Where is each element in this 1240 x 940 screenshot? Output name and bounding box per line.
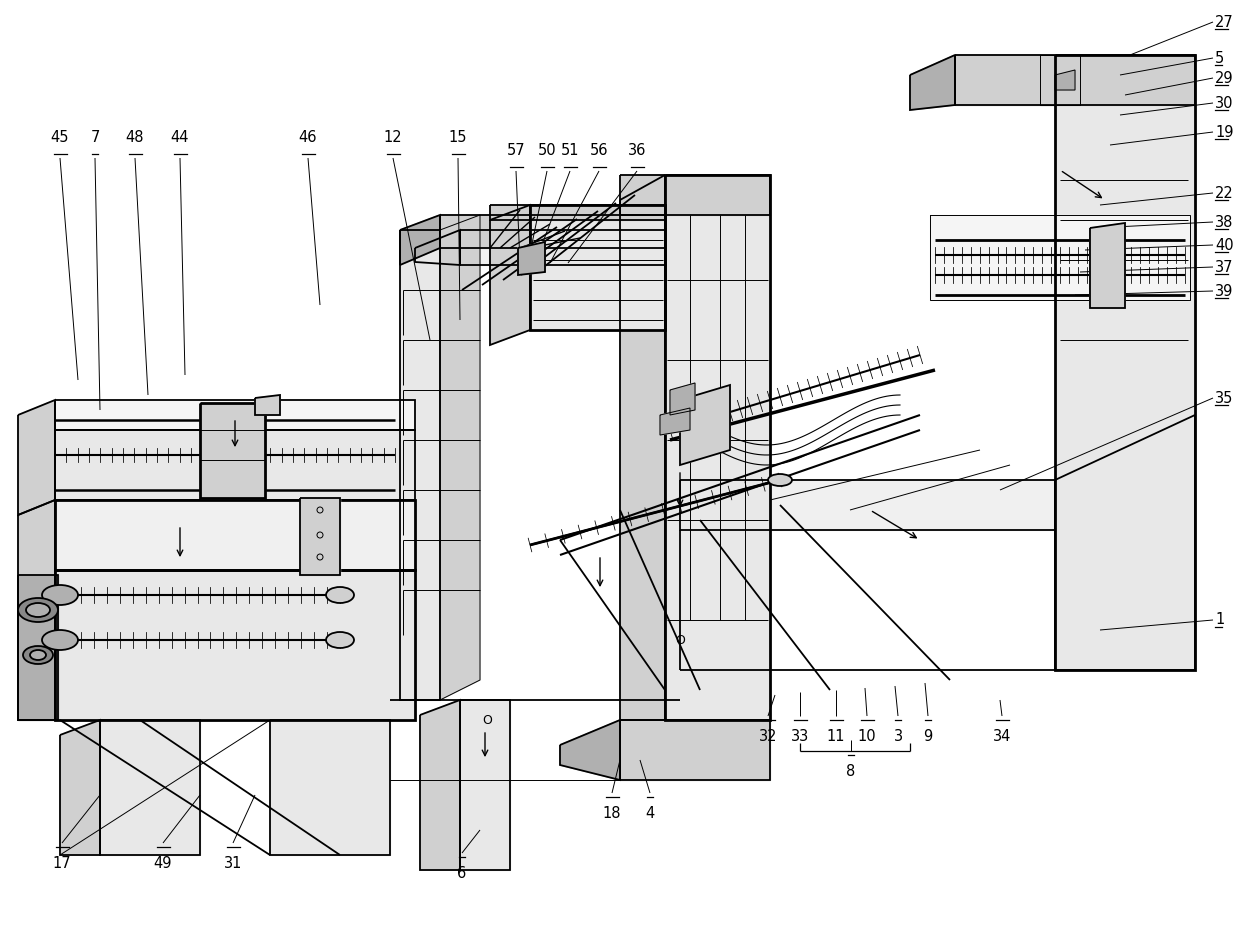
Polygon shape bbox=[1090, 223, 1125, 308]
Text: 5: 5 bbox=[1215, 51, 1224, 66]
Text: 56: 56 bbox=[590, 143, 609, 158]
Text: 33: 33 bbox=[791, 729, 810, 744]
Text: 35: 35 bbox=[1215, 390, 1234, 405]
Polygon shape bbox=[440, 215, 480, 700]
Polygon shape bbox=[401, 215, 440, 265]
Text: 37: 37 bbox=[1215, 259, 1234, 274]
Text: 9: 9 bbox=[924, 729, 932, 744]
Polygon shape bbox=[401, 230, 440, 700]
Text: 51: 51 bbox=[560, 143, 579, 158]
Text: 46: 46 bbox=[299, 130, 317, 145]
Text: 34: 34 bbox=[993, 729, 1011, 744]
Text: O: O bbox=[482, 713, 492, 727]
Polygon shape bbox=[620, 175, 665, 720]
Polygon shape bbox=[680, 385, 730, 465]
Polygon shape bbox=[19, 400, 55, 515]
Text: 50: 50 bbox=[538, 143, 557, 158]
Polygon shape bbox=[680, 480, 1055, 530]
Polygon shape bbox=[930, 215, 1190, 300]
Text: 7: 7 bbox=[91, 130, 99, 145]
Text: 17: 17 bbox=[52, 856, 72, 871]
Ellipse shape bbox=[30, 650, 46, 660]
Ellipse shape bbox=[24, 646, 53, 664]
Polygon shape bbox=[490, 205, 665, 220]
Polygon shape bbox=[910, 55, 955, 110]
Polygon shape bbox=[19, 575, 58, 720]
Text: 11: 11 bbox=[827, 729, 846, 744]
Polygon shape bbox=[19, 500, 55, 720]
Ellipse shape bbox=[26, 603, 50, 617]
Ellipse shape bbox=[326, 632, 353, 648]
Polygon shape bbox=[1040, 55, 1080, 105]
Polygon shape bbox=[55, 430, 415, 500]
Polygon shape bbox=[55, 400, 415, 430]
Polygon shape bbox=[1055, 70, 1075, 90]
Polygon shape bbox=[300, 498, 340, 575]
Polygon shape bbox=[55, 500, 415, 570]
Text: 36: 36 bbox=[627, 143, 646, 158]
Text: 27: 27 bbox=[1215, 14, 1234, 29]
Polygon shape bbox=[660, 408, 689, 435]
Text: 38: 38 bbox=[1215, 214, 1234, 229]
Text: 18: 18 bbox=[603, 806, 621, 821]
Polygon shape bbox=[460, 700, 510, 870]
Text: 49: 49 bbox=[154, 856, 172, 871]
Text: 19: 19 bbox=[1215, 124, 1234, 139]
Polygon shape bbox=[1055, 55, 1195, 670]
Polygon shape bbox=[100, 720, 200, 855]
Text: 30: 30 bbox=[1215, 96, 1234, 111]
Text: 12: 12 bbox=[383, 130, 402, 145]
Polygon shape bbox=[55, 570, 415, 720]
Polygon shape bbox=[420, 700, 460, 870]
Text: 4: 4 bbox=[645, 806, 655, 821]
Text: 31: 31 bbox=[223, 856, 242, 871]
Ellipse shape bbox=[768, 474, 792, 486]
Text: 29: 29 bbox=[1215, 70, 1234, 86]
Text: 44: 44 bbox=[171, 130, 190, 145]
Polygon shape bbox=[518, 242, 546, 275]
Polygon shape bbox=[665, 175, 770, 720]
Polygon shape bbox=[415, 230, 460, 265]
Polygon shape bbox=[955, 55, 1195, 105]
Polygon shape bbox=[620, 175, 770, 215]
Text: 6: 6 bbox=[458, 866, 466, 881]
Polygon shape bbox=[670, 383, 694, 415]
Polygon shape bbox=[460, 230, 665, 265]
Text: 57: 57 bbox=[507, 143, 526, 158]
Polygon shape bbox=[1090, 225, 1120, 305]
Text: O: O bbox=[675, 634, 684, 647]
Polygon shape bbox=[1055, 415, 1195, 670]
Polygon shape bbox=[529, 205, 665, 330]
Text: 40: 40 bbox=[1215, 238, 1234, 253]
Ellipse shape bbox=[42, 630, 78, 650]
Ellipse shape bbox=[326, 587, 353, 603]
Text: 10: 10 bbox=[858, 729, 877, 744]
Text: 32: 32 bbox=[759, 729, 777, 744]
Text: 8: 8 bbox=[847, 764, 856, 779]
Text: 22: 22 bbox=[1215, 185, 1234, 200]
Text: 15: 15 bbox=[449, 130, 467, 145]
Polygon shape bbox=[560, 720, 620, 780]
Text: 48: 48 bbox=[125, 130, 144, 145]
Polygon shape bbox=[60, 720, 100, 855]
Polygon shape bbox=[255, 395, 280, 415]
Polygon shape bbox=[620, 720, 770, 780]
Ellipse shape bbox=[19, 598, 58, 622]
Polygon shape bbox=[440, 215, 665, 248]
Text: 3: 3 bbox=[894, 729, 903, 744]
Ellipse shape bbox=[42, 585, 78, 605]
Text: 39: 39 bbox=[1215, 284, 1234, 299]
Polygon shape bbox=[270, 720, 391, 855]
Polygon shape bbox=[200, 403, 265, 498]
Text: 45: 45 bbox=[51, 130, 69, 145]
Text: 1: 1 bbox=[1215, 613, 1224, 628]
Polygon shape bbox=[490, 205, 529, 345]
